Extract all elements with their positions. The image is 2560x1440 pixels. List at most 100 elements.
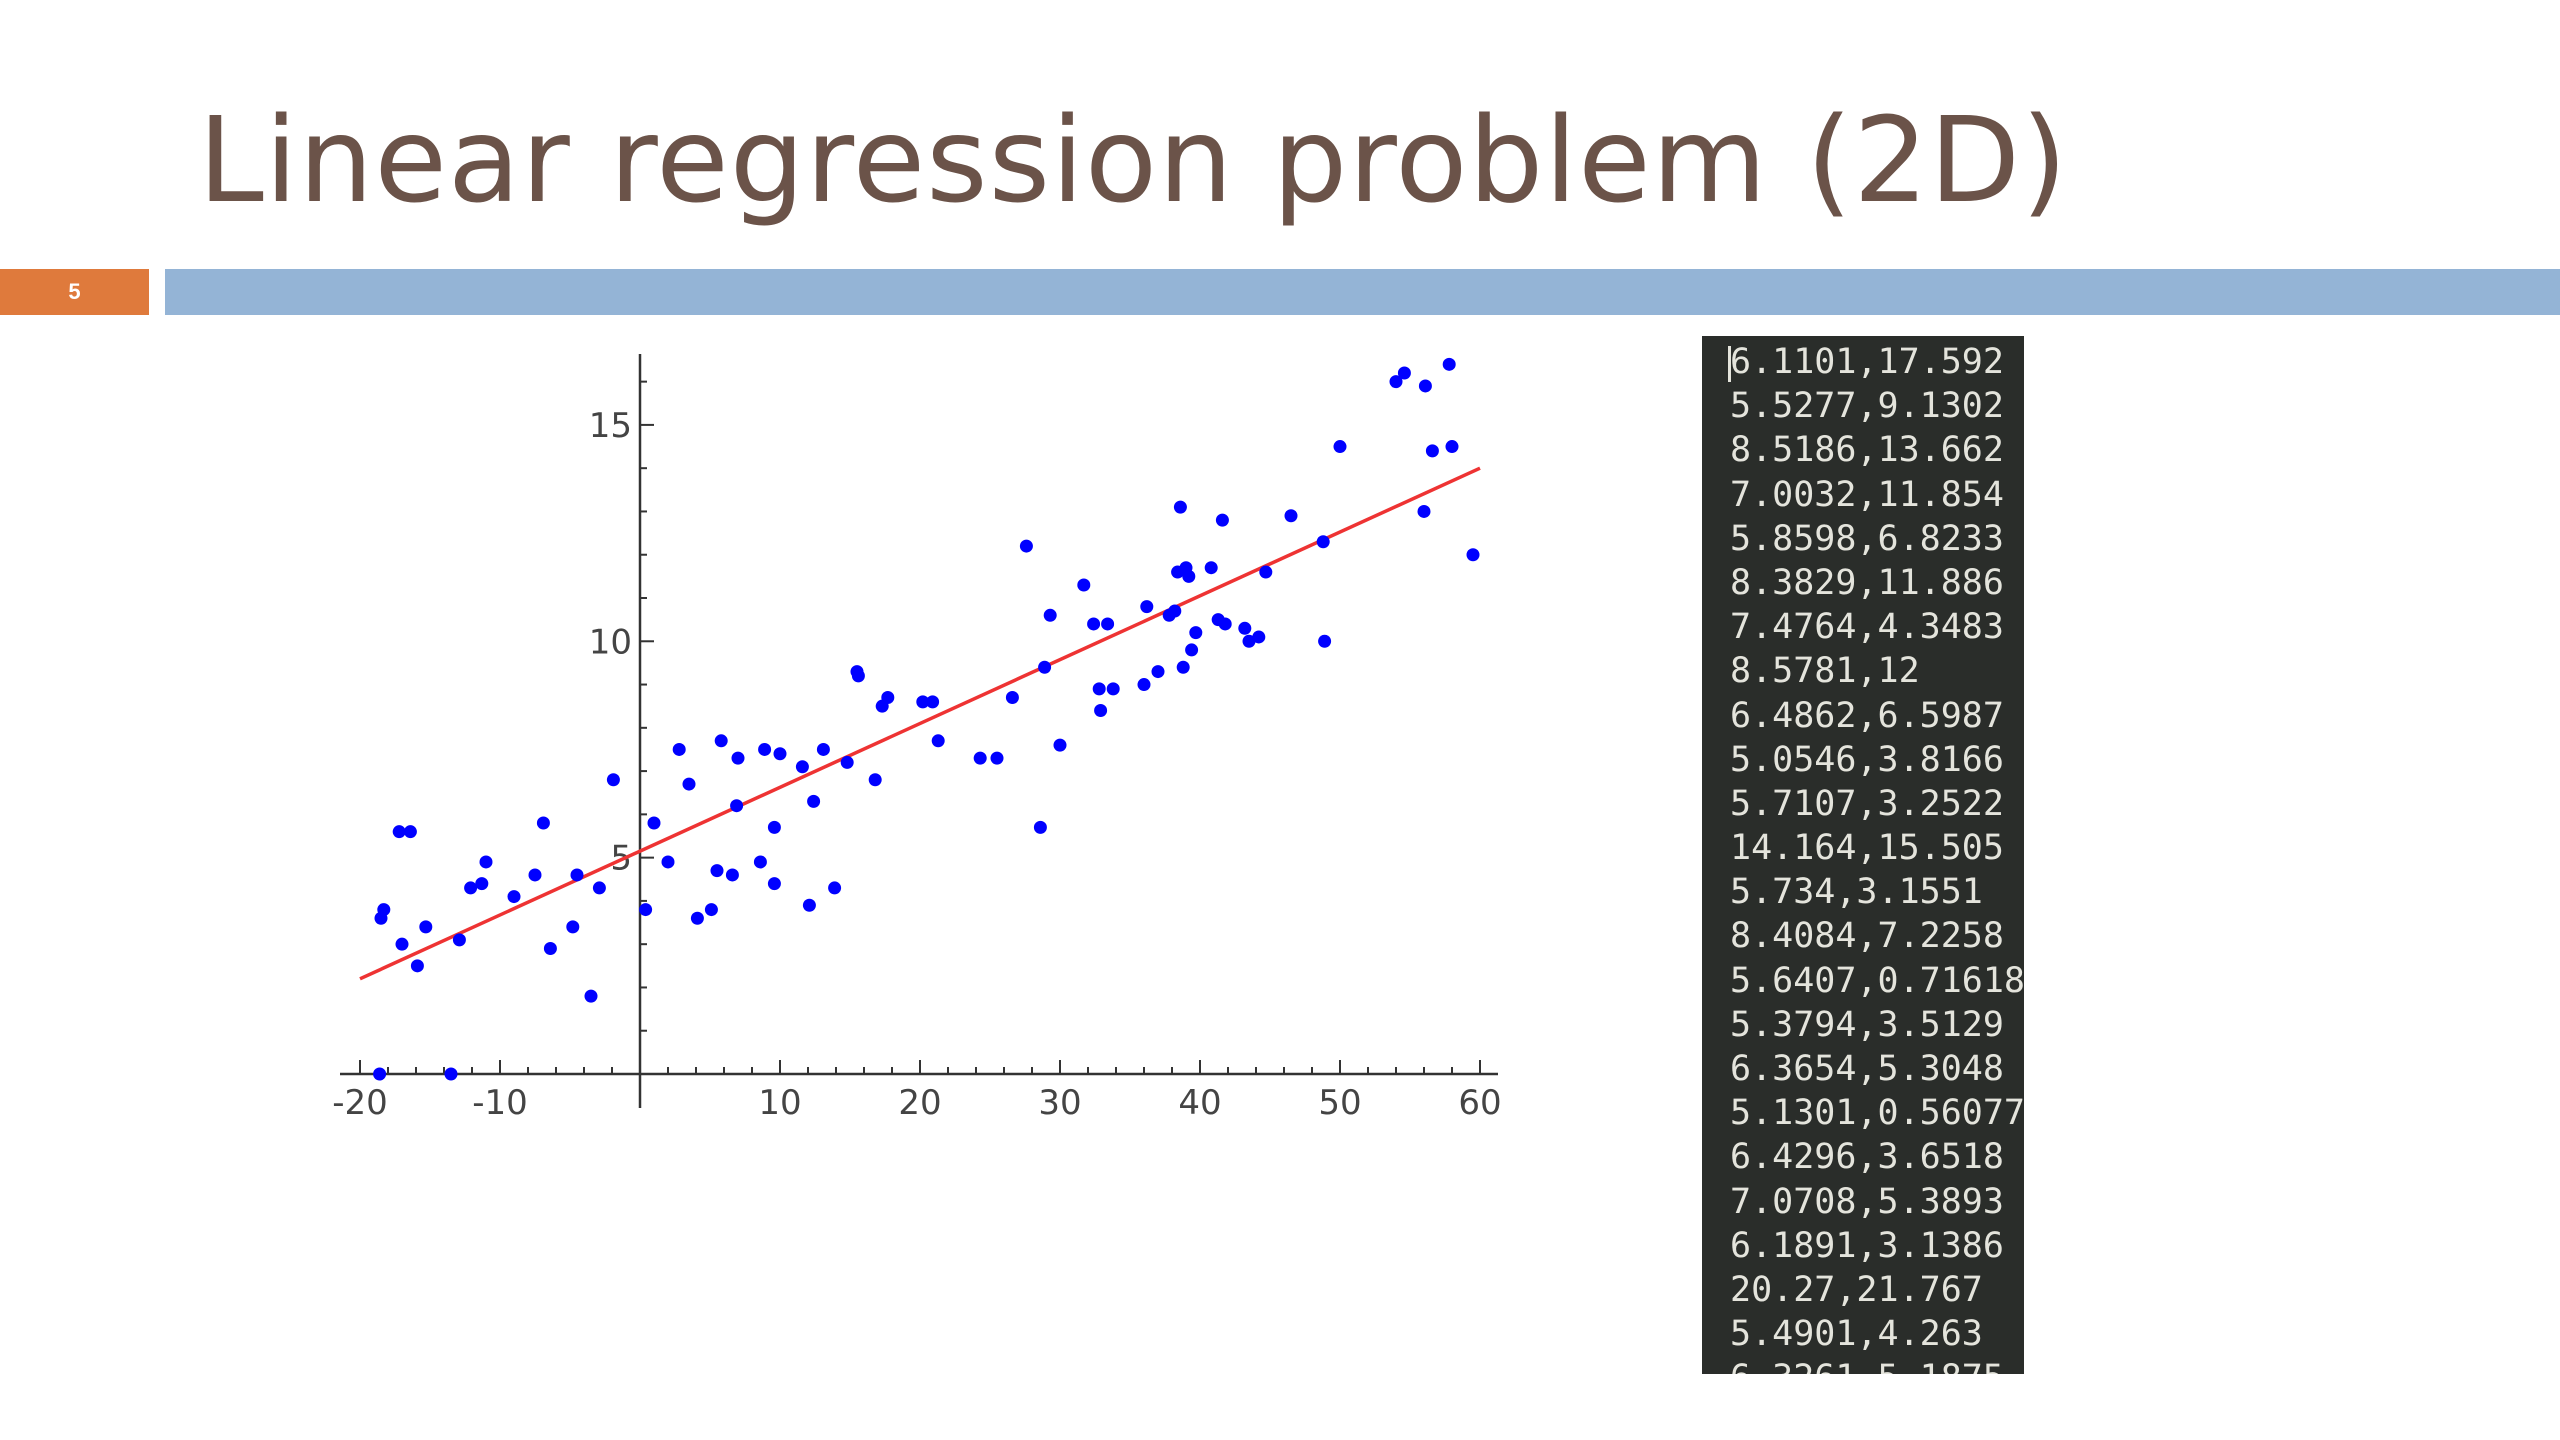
- data-point: [528, 868, 542, 882]
- data-point: [1189, 626, 1203, 640]
- data-point: [377, 903, 391, 917]
- data-point: [1092, 682, 1106, 696]
- data-point: [1101, 617, 1115, 631]
- data-point: [725, 868, 739, 882]
- data-point: [916, 695, 930, 709]
- data-point: [1252, 630, 1266, 644]
- data-point: [1466, 548, 1480, 562]
- x-tick-label: 20: [898, 1083, 941, 1123]
- data-point: [1094, 704, 1108, 718]
- data-line: 6.4862,6.5987: [1730, 695, 2004, 736]
- data-line: 5.4901,4.263: [1730, 1314, 1983, 1355]
- data-point: [1445, 440, 1459, 454]
- data-line: 6.1101,17.592: [1730, 342, 2004, 382]
- data-point: [1185, 643, 1199, 657]
- data-point: [647, 816, 661, 830]
- data-point: [1043, 608, 1057, 622]
- data-point: [373, 1067, 387, 1081]
- data-point: [990, 751, 1004, 765]
- data-line: 5.6407,0.71618: [1730, 960, 2024, 1001]
- regression-line: [359, 466, 1481, 981]
- data-point: [710, 864, 724, 878]
- data-point: [1418, 379, 1432, 393]
- data-point: [1019, 539, 1033, 553]
- data-line: 8.4084,7.2258: [1730, 916, 2004, 957]
- data-point: [1033, 820, 1047, 834]
- data-point: [731, 751, 745, 765]
- data-point: [926, 695, 940, 709]
- data-line: 20.27,21.767: [1730, 1269, 1983, 1310]
- data-point: [570, 868, 584, 882]
- data-point: [816, 742, 830, 756]
- data-point: [1242, 634, 1256, 648]
- data-line: 5.8598,6.8233: [1730, 518, 2004, 559]
- data-point: [851, 669, 865, 683]
- data-point: [1106, 682, 1120, 696]
- data-point: [419, 920, 433, 934]
- data-point: [1176, 660, 1190, 674]
- data-point: [704, 903, 718, 917]
- data-point: [1425, 444, 1439, 458]
- data-point: [1140, 600, 1154, 614]
- data-point: [1318, 634, 1332, 648]
- data-point: [1005, 691, 1019, 705]
- data-point: [566, 920, 580, 934]
- data-point: [410, 959, 424, 973]
- data-line: 7.0032,11.854: [1730, 474, 2004, 515]
- data-point: [767, 877, 781, 891]
- data-line: 8.5186,13.662: [1730, 430, 2004, 471]
- data-point: [1151, 665, 1165, 679]
- data-point: [452, 933, 466, 947]
- data-point: [479, 855, 493, 869]
- data-point: [1137, 678, 1151, 692]
- data-point: [1238, 621, 1252, 635]
- data-point: [840, 755, 854, 769]
- data-point: [931, 734, 945, 748]
- data-point: [758, 742, 772, 756]
- data-point: [403, 825, 417, 839]
- data-line: 6.1891,3.1386: [1730, 1225, 2004, 1266]
- data-line: 5.1301,0.56077: [1730, 1093, 2024, 1134]
- data-point: [592, 881, 606, 895]
- data-point: [672, 742, 686, 756]
- x-tick-label: 40: [1178, 1083, 1221, 1123]
- data-point: [464, 881, 478, 895]
- data-point: [584, 989, 598, 1003]
- data-point: [1053, 738, 1067, 752]
- data-point: [1284, 509, 1298, 523]
- x-tick-label: 60: [1458, 1083, 1501, 1123]
- data-point: [802, 898, 816, 912]
- data-point: [1038, 660, 1052, 674]
- data-point: [1215, 513, 1229, 527]
- data-point: [1316, 535, 1330, 549]
- data-point: [868, 773, 882, 787]
- x-tick-label: 30: [1038, 1083, 1081, 1123]
- data-point: [1182, 569, 1196, 583]
- data-point: [536, 816, 550, 830]
- y-tick-label: 10: [589, 622, 632, 662]
- data-line: 5.5277,9.1302: [1730, 386, 2004, 427]
- slide-title: Linear regression problem (2D): [198, 91, 2069, 229]
- data-lines: 6.1101,17.592 5.5277,9.1302 8.5186,13.662 7…: [1730, 340, 2024, 1374]
- scatter-plot: -20-1010203040506051015: [332, 354, 1502, 1123]
- x-tick-label: 50: [1318, 1083, 1361, 1123]
- x-tick-label: -20: [332, 1083, 388, 1123]
- data-listing-panel[interactable]: 6.1101,17.592 5.5277,9.1302 8.5186,13.662 7…: [1702, 336, 2024, 1374]
- data-point: [753, 855, 767, 869]
- y-tick-label: 15: [589, 406, 632, 446]
- data-point: [475, 877, 489, 891]
- data-point: [1168, 604, 1182, 618]
- data-line: 6.3261,5.1875: [1730, 1356, 2024, 1374]
- data-point: [773, 747, 787, 761]
- data-point: [1077, 578, 1091, 592]
- data-point: [392, 825, 406, 839]
- data-point: [690, 911, 704, 925]
- data-line: 5.3794,3.5129: [1730, 1004, 2004, 1045]
- data-point: [661, 855, 675, 869]
- data-line: 6.4296,3.6518: [1730, 1137, 2004, 1178]
- data-point: [973, 751, 987, 765]
- data-point: [395, 937, 409, 951]
- data-line: 5.734,3.1551: [1730, 872, 1983, 913]
- data-point: [730, 799, 744, 813]
- data-line: 7.4764,4.3483: [1730, 607, 2004, 648]
